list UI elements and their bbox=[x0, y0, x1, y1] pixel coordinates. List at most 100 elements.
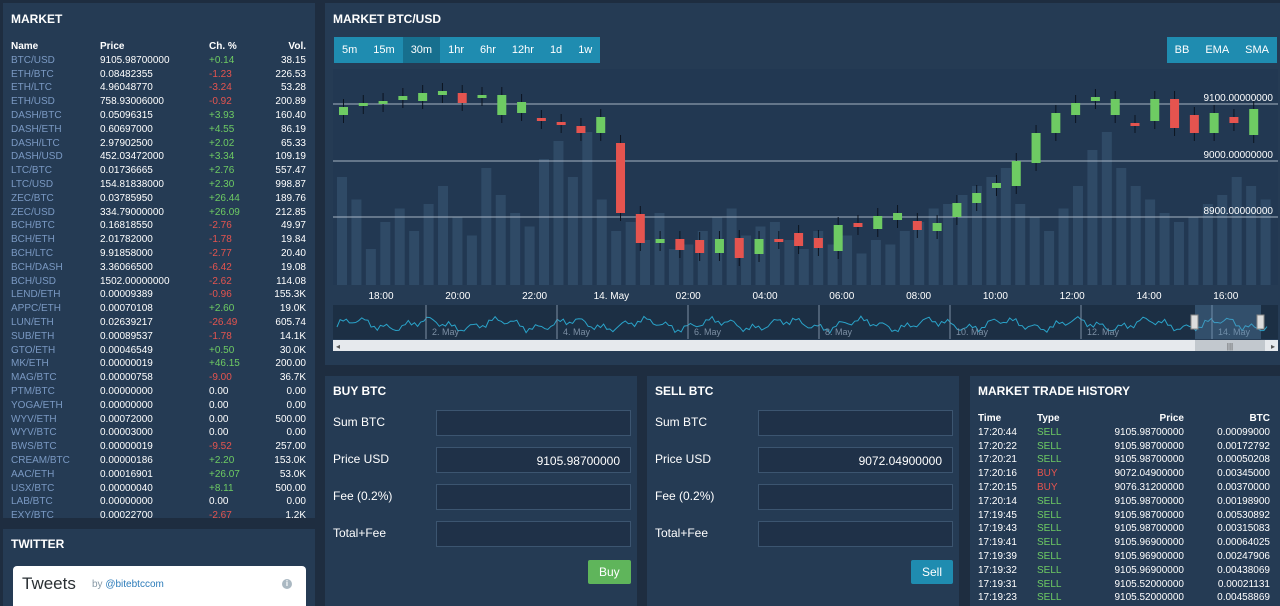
buy-sum-input[interactable] bbox=[436, 410, 631, 436]
market-row[interactable]: BCH/BTC 0.16818550 -2.76 49.97 bbox=[11, 219, 306, 233]
market-row[interactable]: LAB/BTC 0.00000000 0.00 0.00 bbox=[11, 495, 306, 509]
market-row[interactable]: SUB/ETH 0.00089537 -1.78 14.1K bbox=[11, 330, 306, 344]
market-row[interactable]: USX/BTC 0.00000040 +8.11 500.00 bbox=[11, 482, 306, 496]
market-pair[interactable]: MK/ETH bbox=[11, 358, 49, 370]
volume-bar bbox=[1202, 204, 1213, 285]
market-row[interactable]: APPC/ETH 0.00070108 +2.60 19.0K bbox=[11, 302, 306, 316]
market-pair[interactable]: BWS/BTC bbox=[11, 441, 57, 453]
market-row[interactable]: LUN/ETH 0.02639217 -26.49 605.74 bbox=[11, 316, 306, 330]
market-row[interactable]: BCH/DASH 3.36066500 -6.42 19.08 bbox=[11, 261, 306, 275]
market-row[interactable]: GTO/ETH 0.00046549 +0.50 30.0K bbox=[11, 344, 306, 358]
scrollbar-thumb[interactable] bbox=[1195, 340, 1265, 351]
market-row[interactable]: DASH/ETH 0.60697000 +4.55 86.19 bbox=[11, 123, 306, 137]
market-row[interactable]: DASH/USD 452.03472000 +3.34 109.19 bbox=[11, 150, 306, 164]
indicator-bb-button[interactable]: BB bbox=[1166, 37, 1198, 63]
market-pair[interactable]: BCH/DASH bbox=[11, 261, 63, 273]
market-row[interactable]: MK/ETH 0.00000019 +46.15 200.00 bbox=[11, 357, 306, 371]
navigator-right-handle[interactable] bbox=[1256, 314, 1265, 330]
market-pair[interactable]: ZEC/USD bbox=[11, 206, 55, 218]
market-pair[interactable]: YOGA/ETH bbox=[11, 399, 63, 411]
market-row[interactable]: LTC/USD 154.81838000 +2.30 998.87 bbox=[11, 178, 306, 192]
market-row[interactable]: PTM/BTC 0.00000000 0.00 0.00 bbox=[11, 385, 306, 399]
volume-bar bbox=[726, 208, 737, 285]
market-pair[interactable]: ETH/BTC bbox=[11, 68, 54, 80]
market-pair[interactable]: MAG/BTC bbox=[11, 372, 57, 384]
timeframe-30m-button[interactable]: 30m bbox=[402, 37, 441, 63]
indicator-ema-button[interactable]: EMA bbox=[1197, 37, 1238, 63]
market-pair[interactable]: WYV/BTC bbox=[11, 427, 57, 439]
market-row[interactable]: LTC/BTC 0.01736665 +2.76 557.47 bbox=[11, 164, 306, 178]
market-row[interactable]: YOGA/ETH 0.00000000 0.00 0.00 bbox=[11, 399, 306, 413]
market-row[interactable]: BCH/LTC 9.91858000 -2.77 20.40 bbox=[11, 247, 306, 261]
market-pair[interactable]: ETH/LTC bbox=[11, 82, 52, 94]
candlestick-chart[interactable]: 9100.00000000 9000.00000000 8900.00000000 1… bbox=[325, 3, 1280, 365]
timeframe-1d-button[interactable]: 1d bbox=[541, 37, 571, 63]
market-pair[interactable]: AAC/ETH bbox=[11, 468, 55, 480]
navigator-left-handle[interactable] bbox=[1190, 314, 1199, 330]
sell-sum-input[interactable] bbox=[758, 410, 953, 436]
market-pair[interactable]: DASH/ETH bbox=[11, 123, 62, 135]
market-row[interactable]: WYV/BTC 0.00003000 0.00 0.00 bbox=[11, 426, 306, 440]
buy-fee-input[interactable] bbox=[436, 484, 631, 510]
market-pair[interactable]: BCH/ETH bbox=[11, 234, 55, 246]
sell-total-input[interactable] bbox=[758, 521, 953, 547]
market-pair[interactable]: USX/BTC bbox=[11, 482, 55, 494]
market-pair[interactable]: LEND/ETH bbox=[11, 289, 61, 301]
market-row[interactable]: ETH/USD 758.93006000 -0.92 200.89 bbox=[11, 95, 306, 109]
buy-price-input[interactable]: 9105.98700000 bbox=[436, 447, 631, 473]
timeframe-12hr-button[interactable]: 12hr bbox=[503, 37, 542, 63]
market-pair[interactable]: APPC/ETH bbox=[11, 303, 62, 315]
market-pair[interactable]: PTM/BTC bbox=[11, 385, 55, 397]
market-pair[interactable]: GTO/ETH bbox=[11, 344, 56, 356]
market-pair[interactable]: ETH/USD bbox=[11, 96, 55, 108]
market-pair[interactable]: LAB/BTC bbox=[11, 496, 53, 508]
market-row[interactable]: EXY/BTC 0.00022700 -2.67 1.2K bbox=[11, 509, 306, 518]
market-row[interactable]: BCH/USD 1502.00000000 -2.62 114.08 bbox=[11, 275, 306, 289]
market-pair[interactable]: SUB/ETH bbox=[11, 330, 55, 342]
market-pair[interactable]: DASH/BTC bbox=[11, 109, 62, 121]
market-pair[interactable]: DASH/LTC bbox=[11, 137, 60, 149]
buy-total-input[interactable] bbox=[436, 521, 631, 547]
market-row[interactable]: WYV/ETH 0.00072000 0.00 500.00 bbox=[11, 413, 306, 427]
timeframe-6hr-button[interactable]: 6hr bbox=[472, 37, 504, 63]
market-row[interactable]: ZEC/USD 334.79000000 +26.09 212.85 bbox=[11, 206, 306, 220]
timeframe-5m-button[interactable]: 5m bbox=[334, 37, 366, 63]
volume-bar bbox=[524, 226, 535, 285]
sell-button[interactable]: Sell bbox=[911, 560, 954, 584]
timeframe-15m-button[interactable]: 15m bbox=[365, 37, 403, 63]
market-pair[interactable]: BCH/LTC bbox=[11, 247, 54, 259]
market-row[interactable]: ETH/BTC 0.08482355 -1.23 226.53 bbox=[11, 68, 306, 82]
market-pair[interactable]: ZEC/BTC bbox=[11, 192, 54, 204]
market-row[interactable]: BWS/BTC 0.00000019 -9.52 257.00 bbox=[11, 440, 306, 454]
sell-price-input[interactable]: 9072.04900000 bbox=[758, 447, 953, 473]
market-pair[interactable]: BCH/USD bbox=[11, 275, 57, 287]
market-row[interactable]: ETH/LTC 4.96048770 -3.24 53.28 bbox=[11, 81, 306, 95]
market-price: 0.16818550 bbox=[100, 220, 153, 232]
market-row[interactable]: DASH/LTC 2.97902500 +2.02 65.33 bbox=[11, 137, 306, 151]
timeframe-1w-button[interactable]: 1w bbox=[570, 37, 601, 63]
info-icon[interactable]: i bbox=[282, 579, 292, 589]
market-pair[interactable]: LTC/USD bbox=[11, 178, 54, 190]
market-pair[interactable]: DASH/USD bbox=[11, 151, 63, 163]
market-row[interactable]: ZEC/BTC 0.03785950 +26.44 189.76 bbox=[11, 192, 306, 206]
indicator-sma-button[interactable]: SMA bbox=[1237, 37, 1277, 63]
market-pair[interactable]: LUN/ETH bbox=[11, 316, 54, 328]
market-pair[interactable]: WYV/ETH bbox=[11, 413, 57, 425]
market-row[interactable]: BTC/USD 9105.98700000 +0.14 38.15 bbox=[11, 54, 306, 68]
twitter-handle-link[interactable]: @bitebtccom bbox=[105, 579, 164, 590]
market-row[interactable]: BCH/ETH 2.01782000 -1.78 19.84 bbox=[11, 233, 306, 247]
market-row[interactable]: AAC/ETH 0.00016901 +26.07 53.0K bbox=[11, 468, 306, 482]
market-pair[interactable]: BTC/USD bbox=[11, 54, 55, 66]
market-row[interactable]: DASH/BTC 0.05096315 +3.93 160.40 bbox=[11, 109, 306, 123]
market-pair[interactable]: CREAM/BTC bbox=[11, 454, 70, 466]
timeframe-1hr-button[interactable]: 1hr bbox=[440, 37, 472, 63]
market-pair[interactable]: EXY/BTC bbox=[11, 510, 54, 518]
chart-scrollbar[interactable] bbox=[333, 340, 1278, 351]
market-pair[interactable]: LTC/BTC bbox=[11, 165, 52, 177]
market-row[interactable]: MAG/BTC 0.00000758 -9.00 36.7K bbox=[11, 371, 306, 385]
market-row[interactable]: LEND/ETH 0.00009389 -0.96 155.3K bbox=[11, 288, 306, 302]
market-row[interactable]: CREAM/BTC 0.00000186 +2.20 153.0K bbox=[11, 454, 306, 468]
buy-button[interactable]: Buy bbox=[588, 560, 631, 584]
market-pair[interactable]: BCH/BTC bbox=[11, 220, 55, 232]
sell-fee-input[interactable] bbox=[758, 484, 953, 510]
